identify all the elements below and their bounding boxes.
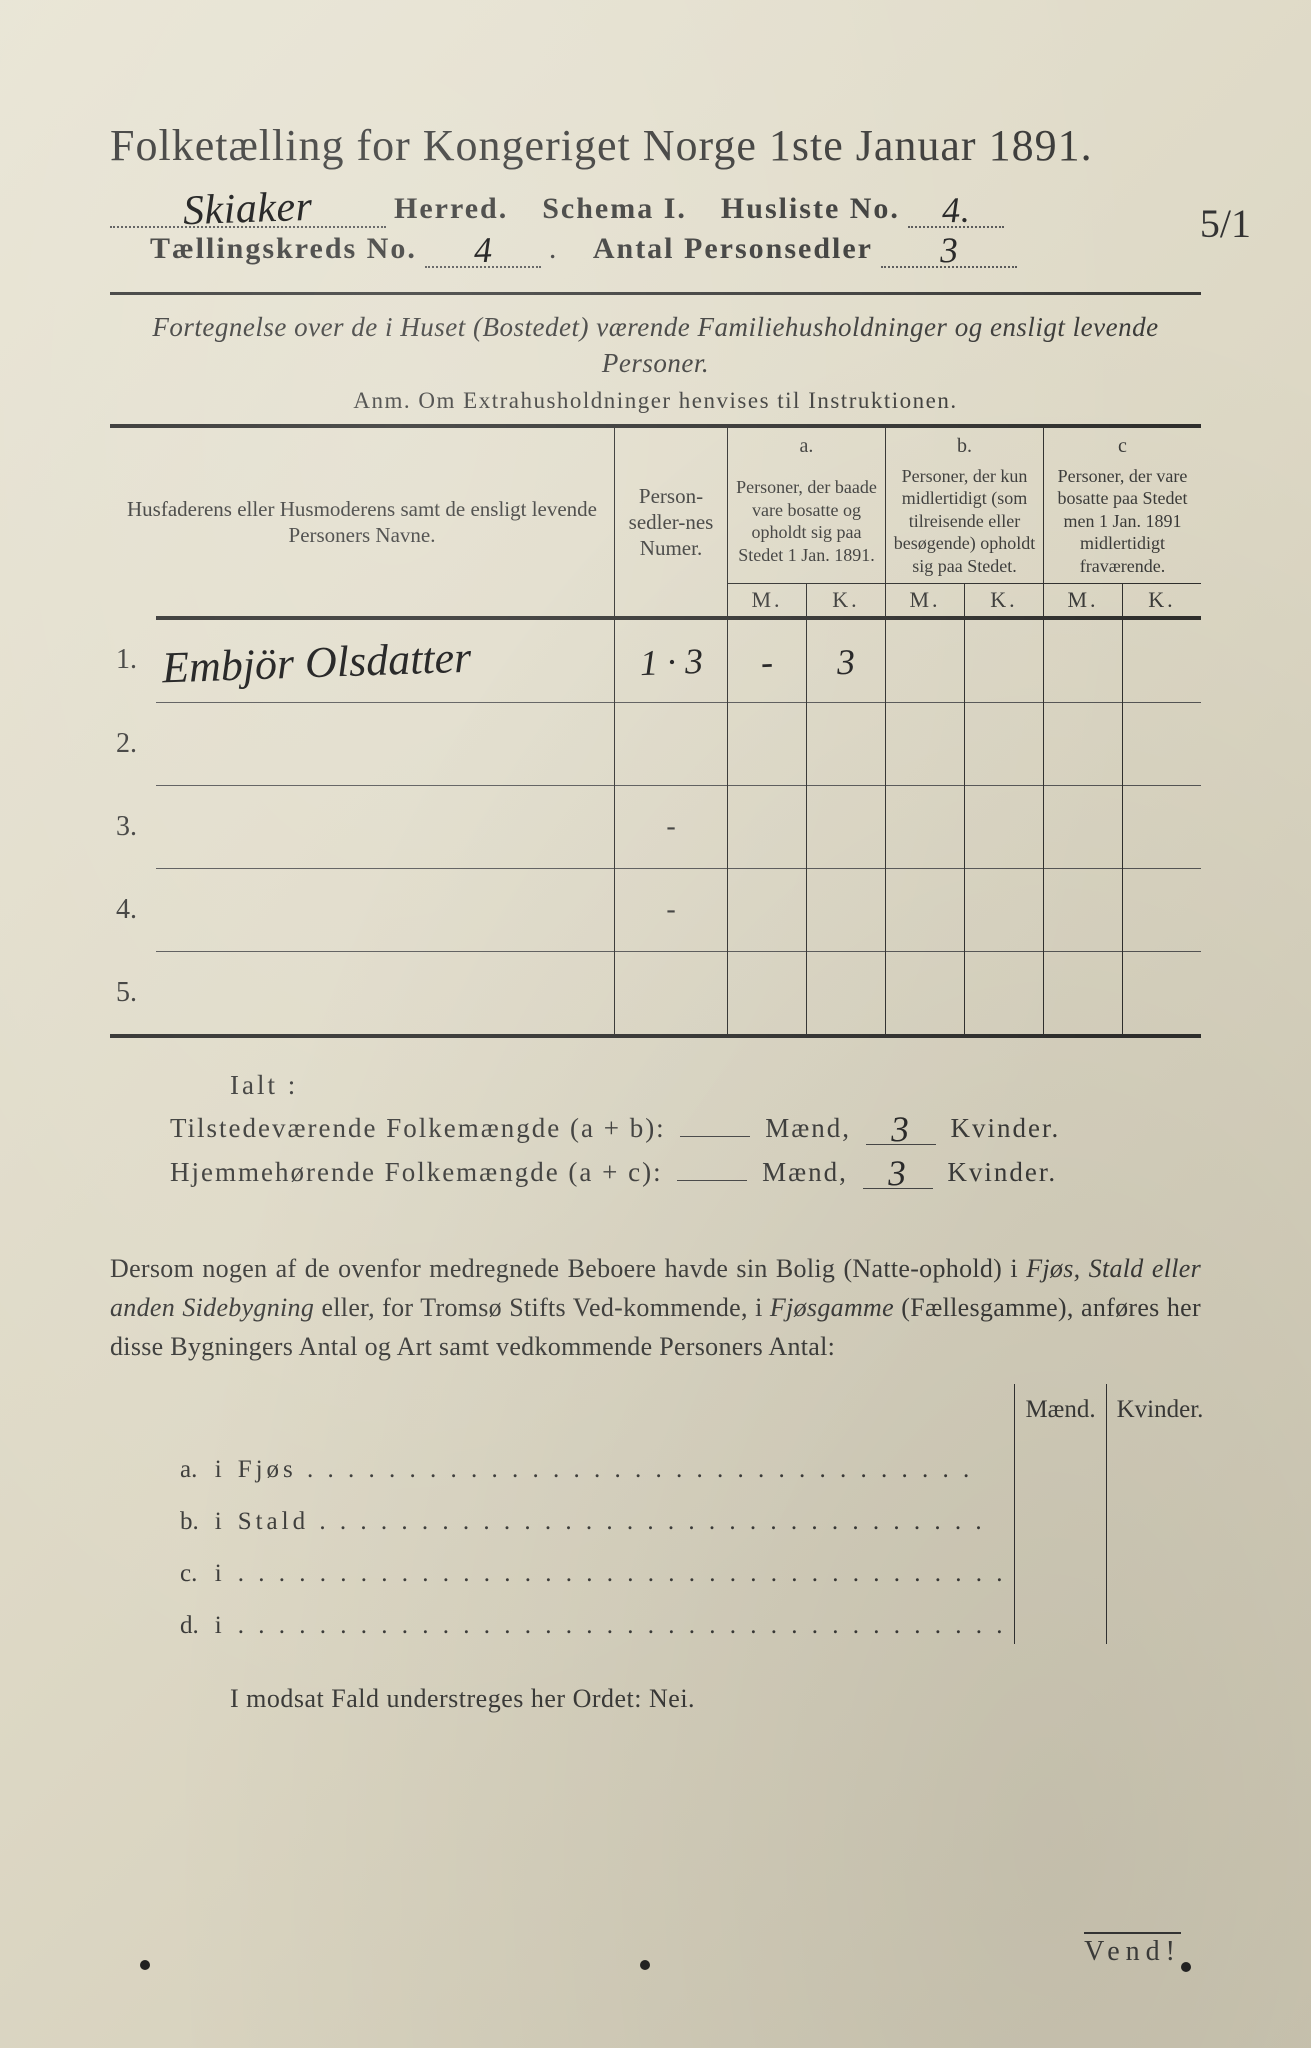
table-row: 2. (110, 702, 1201, 785)
build-letter: c. (110, 1540, 207, 1592)
build-i: i (207, 1488, 230, 1540)
subtitle: Fortegnelse over de i Huset (Bostedet) v… (110, 309, 1201, 382)
nei-line: I modsat Fald understreges her Ordet: Ne… (110, 1684, 1201, 1714)
para-it2: Fjøsgamme (770, 1293, 894, 1322)
total-present-line: Tilstedeværende Folkemængde (a + b): Mæn… (110, 1111, 1201, 1145)
herred-label: Herred. (394, 192, 508, 226)
bullet-icon (640, 1960, 650, 1970)
row-num: 2. (110, 702, 156, 785)
build-i: i (207, 1436, 230, 1488)
census-form-page: Folketælling for Kongeriget Norge 1ste J… (0, 0, 1311, 2048)
table-row: 4. - (110, 868, 1201, 951)
present-k: 3 (890, 1115, 911, 1144)
antal-value: 3 (939, 236, 958, 265)
resident-k: 3 (887, 1159, 908, 1188)
col-a-m: M. (728, 584, 807, 618)
build-label: Fjøs (238, 1456, 297, 1483)
bullet-icon (140, 1960, 150, 1970)
row-name (156, 868, 615, 951)
col-a-k: K. (807, 584, 886, 618)
building-row: d. i . . . . . . . . . . . . . . . . . .… (110, 1592, 1213, 1644)
table-row: 3. - (110, 785, 1201, 868)
row-num: 1. (110, 618, 156, 703)
col-name-header: Husfaderens eller Husmoderens samt de en… (110, 426, 615, 618)
household-table: Husfaderens eller Husmoderens samt de en… (110, 424, 1201, 1038)
row-c-m (1044, 618, 1123, 703)
table-row: 1. Embjör Olsdatter 1 · 3 - 3 (110, 618, 1201, 703)
col-b-m: M. (886, 584, 965, 618)
row-a-k: 3 (837, 648, 856, 677)
build-head-k: Kvinder. (1106, 1384, 1213, 1436)
antal-label: Antal Personsedler (593, 232, 873, 266)
row-c-k (1123, 618, 1202, 703)
husliste-label: Husliste No. (721, 192, 900, 226)
build-letter: b. (110, 1488, 207, 1540)
husliste-value: 4. (941, 196, 970, 226)
margin-note: 5/1 (1200, 200, 1251, 247)
kvinder-label-2: Kvinder. (947, 1157, 1057, 1187)
build-letter: d. (110, 1592, 207, 1644)
col-b-k: K. (965, 584, 1044, 618)
para-pre: Dersom nogen af de ovenfor medregnede Be… (110, 1254, 1026, 1283)
row-b-k (965, 618, 1044, 703)
row-num: 4. (110, 868, 156, 951)
row-psn (615, 702, 728, 785)
present-label: Tilstedeværende Folkemængde (a + b): (170, 1113, 666, 1143)
herred-value: Skiaker (183, 191, 314, 229)
col-a-letter: a. (728, 426, 886, 459)
resident-label: Hjemmehørende Folkemængde (a + c): (170, 1157, 663, 1187)
ialt-label: Ialt : (110, 1070, 1201, 1101)
build-letter: a. (110, 1436, 207, 1488)
kreds-value: 4 (473, 236, 492, 265)
col-c-m: M. (1044, 584, 1123, 618)
buildings-paragraph: Dersom nogen af de ovenfor medregnede Be… (110, 1249, 1201, 1366)
bullet-icon (1181, 1962, 1191, 1972)
header-row-1: Skiaker Herred. Schema I. Husliste No. 4… (110, 189, 1201, 228)
maend-label: Mænd, (765, 1113, 851, 1143)
row-psn: - (615, 868, 728, 951)
header-row-2: Tællingskreds No. 4 . Antal Personsedler… (110, 232, 1201, 268)
row-num: 5. (110, 951, 156, 1036)
row-b-m (886, 618, 965, 703)
schema-label: Schema I. (542, 192, 687, 226)
present-m (680, 1136, 750, 1137)
row-psn: 1 · 3 (639, 647, 703, 678)
anm-note: Anm. Om Extrahusholdninger henvises til … (110, 388, 1201, 414)
col-b-letter: b. (886, 426, 1044, 459)
building-row: a. i Fjøs . . . . . . . . . . . . . . . … (110, 1436, 1213, 1488)
build-i: i (207, 1540, 230, 1592)
col-psn-header: Person-sedler-nes Numer. (615, 426, 728, 618)
row-a-m: - (761, 648, 774, 677)
build-head-m: Mænd. (1015, 1384, 1106, 1436)
col-a-header: Personer, der baade vare bosatte og opho… (728, 459, 886, 584)
table-body: 1. Embjör Olsdatter 1 · 3 - 3 2. 3. (110, 618, 1201, 1036)
vend-label: Vend! (1084, 1932, 1181, 1968)
col-c-letter: c (1044, 426, 1202, 459)
resident-m (677, 1180, 747, 1181)
row-num: 3. (110, 785, 156, 868)
row-name (156, 702, 615, 785)
build-label: Stald (238, 1508, 309, 1535)
row-name (156, 785, 615, 868)
building-row: c. i . . . . . . . . . . . . . . . . . .… (110, 1540, 1213, 1592)
divider (110, 292, 1201, 295)
total-resident-line: Hjemmehørende Folkemængde (a + c): Mænd,… (110, 1155, 1201, 1189)
kvinder-label: Kvinder. (950, 1113, 1060, 1143)
build-i: i (207, 1592, 230, 1644)
row-psn: - (615, 785, 728, 868)
maend-label-2: Mænd, (762, 1157, 848, 1187)
col-c-k: K. (1123, 584, 1202, 618)
table-row: 5. (110, 951, 1201, 1036)
buildings-table: Mænd. Kvinder. a. i Fjøs . . . . . . . .… (110, 1384, 1213, 1644)
page-title: Folketælling for Kongeriget Norge 1ste J… (110, 120, 1201, 171)
row-psn (615, 951, 728, 1036)
row-name: Embjör Olsdatter (161, 639, 471, 685)
col-b-header: Personer, der kun midlertidigt (som tilr… (886, 459, 1044, 584)
para-mid: eller, for Tromsø Stifts Ved-kommende, i (314, 1293, 770, 1322)
row-name (156, 951, 615, 1036)
kreds-label: Tællingskreds No. (150, 232, 417, 266)
col-c-header: Personer, der vare bosatte paa Stedet me… (1044, 459, 1202, 584)
building-row: b. i Stald . . . . . . . . . . . . . . .… (110, 1488, 1213, 1540)
